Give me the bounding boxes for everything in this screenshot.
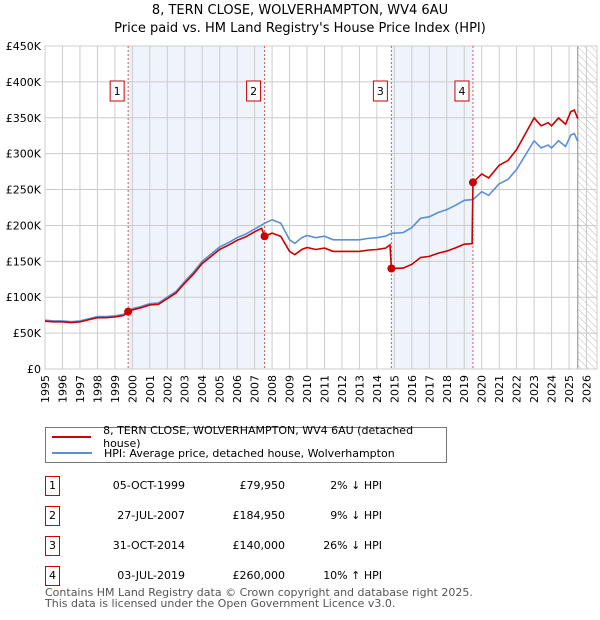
x-tick-label: 2017 (423, 375, 436, 403)
transaction-date: 31-OCT-2014 (112, 539, 185, 552)
x-tick-label: 2018 (441, 375, 454, 403)
x-tick-label: 2004 (196, 375, 209, 403)
sale-point (124, 307, 133, 316)
legend-item-property: 8, TERN CLOSE, WOLVERHAMPTON, WV4 6AU (d… (46, 424, 446, 450)
price-chart: 1995 1996 1997 1998 1999 2000 2001 2002 2003 2004… (6, 40, 598, 403)
transaction-price: £140,000 (232, 539, 286, 552)
chart-subtitle: Price paid vs. HM Land Registry's House … (114, 21, 486, 36)
x-tick-label: 2002 (161, 375, 174, 403)
x-tick-label: 2007 (249, 375, 262, 403)
x-tick-label: 2012 (336, 375, 349, 403)
x-tick-label: 2005 (214, 375, 227, 403)
sale-label: 1 (114, 85, 121, 98)
x-tick-label: 2006 (231, 375, 244, 403)
y-tick-label: £350K (6, 112, 42, 125)
sale-label: 3 (377, 85, 384, 98)
legend-item-hpi: HPI: Average price, detached house, Wolv… (46, 445, 395, 461)
plot-border (44, 45, 598, 370)
x-tick-label: 1996 (56, 375, 69, 403)
sale-point (387, 264, 396, 273)
y-tick-label: £100K (6, 291, 42, 304)
y-tick-label: £150K (6, 255, 42, 268)
hpi-line (44, 132, 579, 323)
legend-label: HPI: Average price, detached house, Wolv… (104, 446, 395, 460)
sale-point (260, 232, 269, 241)
transaction-price: £184,950 (232, 509, 286, 522)
y-tick-label: £0 (27, 363, 41, 376)
x-tick-label: 2024 (546, 375, 559, 403)
legend-swatch-red (52, 436, 92, 438)
y-tick-label: £50K (13, 327, 42, 340)
footer-licence: This data is licensed under the Open Gov… (45, 597, 396, 610)
x-tick-label: 1997 (74, 375, 87, 403)
x-tick-label: 2000 (126, 375, 139, 403)
shaded-ownership-range (128, 46, 265, 369)
transaction-price: £260,000 (232, 569, 286, 582)
x-tick-label: 2001 (144, 375, 157, 403)
x-tick-label: 2021 (493, 375, 506, 403)
transaction-hpi-diff: 9% ↓ HPI (330, 509, 382, 522)
y-tick-label: £200K (6, 219, 42, 232)
x-tick-label: 2010 (301, 375, 314, 403)
future-hatch (577, 46, 597, 369)
y-tick-label: £250K (6, 184, 42, 197)
x-tick-label: 2016 (406, 375, 419, 403)
x-tick-label: 2008 (266, 375, 279, 403)
footer-copyright: Contains HM Land Registry data © Crown c… (45, 586, 473, 599)
transaction-marker: 2 (45, 506, 60, 526)
x-tick-label: 2020 (476, 375, 489, 403)
x-tick-label: 2019 (458, 375, 471, 403)
transaction-marker: 4 (45, 566, 60, 586)
legend-swatch-blue (52, 452, 92, 454)
x-tick-label: 2009 (284, 375, 297, 403)
x-tick-label: 2013 (353, 375, 366, 403)
sale-label-box (454, 80, 470, 102)
sale-point (468, 178, 477, 187)
x-tick-label: 1999 (109, 375, 122, 403)
x-tick-label: 2014 (371, 375, 384, 403)
y-tick-label: £300K (6, 148, 42, 161)
transaction-hpi-diff: 26% ↓ HPI (323, 539, 382, 552)
legend: 8, TERN CLOSE, WOLVERHAMPTON, WV4 6AU (d… (45, 424, 447, 463)
property-price-line (44, 108, 579, 324)
transaction-date: 03-JUL-2019 (117, 569, 185, 582)
x-tick-label: 2023 (528, 375, 541, 403)
x-tick-label: 2025 (563, 375, 576, 403)
transaction-marker: 3 (45, 536, 60, 556)
transaction-date: 27-JUL-2007 (117, 509, 185, 522)
sale-label-box (372, 80, 388, 102)
x-tick-label: 1995 (39, 375, 52, 403)
x-tick-label: 1998 (91, 375, 104, 403)
legend-label: 8, TERN CLOSE, WOLVERHAMPTON, WV4 6AU (d… (103, 424, 414, 450)
x-tick-label: 2026 (581, 375, 594, 403)
x-tick-label: 2003 (179, 375, 192, 403)
sale-label: 4 (458, 85, 465, 98)
chart-title: 8, TERN CLOSE, WOLVERHAMPTON, WV4 6AU (151, 3, 449, 18)
x-tick-label: 2022 (511, 375, 524, 403)
x-tick-label: 2015 (388, 375, 401, 403)
x-tick-label: 2011 (318, 375, 331, 403)
transaction-marker: 1 (45, 476, 60, 496)
sale-label-box (246, 80, 262, 102)
sale-label: 2 (250, 85, 257, 98)
y-tick-label: £450K (6, 40, 42, 53)
transaction-price: £79,950 (239, 479, 286, 492)
transaction-hpi-diff: 10% ↑ HPI (323, 569, 382, 582)
transaction-hpi-diff: 2% ↓ HPI (330, 479, 382, 492)
transaction-date: 05-OCT-1999 (112, 479, 185, 492)
footer: Contains HM Land Registry data © Crown c… (45, 587, 473, 609)
sale-label-box (109, 80, 125, 102)
y-tick-label: £400K (6, 76, 42, 89)
